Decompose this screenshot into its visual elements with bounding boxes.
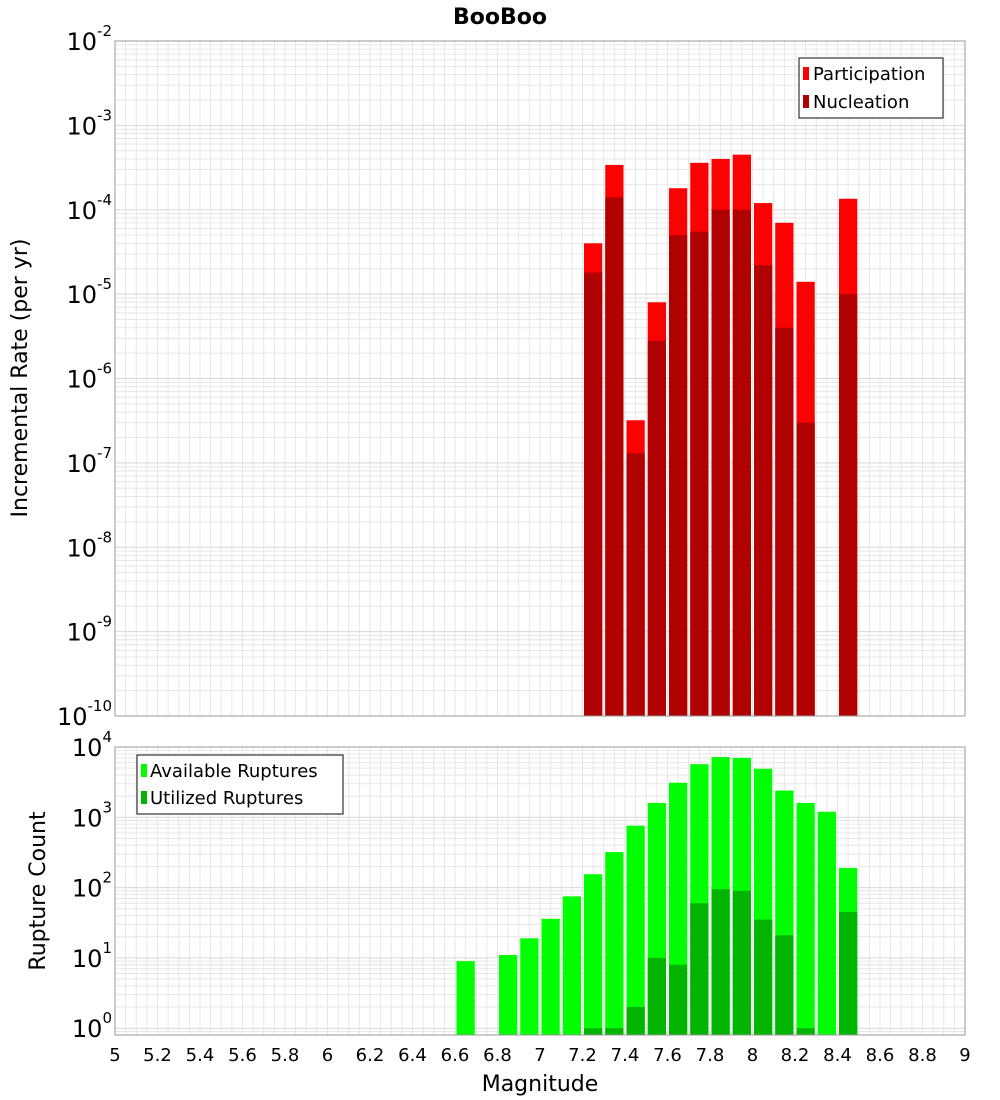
utilized-ruptures-bar [669, 964, 688, 1035]
bottom-bars [456, 757, 858, 1035]
available-ruptures-bar [562, 896, 581, 1035]
top-y-tick-label: 10-2 [66, 22, 112, 56]
x-tick-label: 5.4 [186, 1045, 215, 1066]
bottom-panel: 100 101 102 103 104 5 5.2 5.4 5.6 5.8 6 6.2 6.4 6.6 6… [26, 728, 971, 1097]
top-y-tick-label: 10-4 [66, 191, 112, 225]
bottom-y-tick-label: 100 [72, 1009, 112, 1043]
bottom-y-ticks: 100 101 102 103 104 [72, 728, 112, 1043]
available-ruptures-bar [456, 961, 475, 1035]
bottom-y-tick-label: 102 [72, 869, 112, 903]
top-y-ticks: 10-10 10-9 10-8 10-7 10-6 10-5 10-4 10-3 10-2 [57, 22, 112, 731]
utilized-ruptures-bar [711, 889, 730, 1035]
legend-swatch-available [141, 764, 147, 777]
x-tick-label: 5 [109, 1045, 120, 1066]
x-tick-label: 6.2 [356, 1045, 385, 1066]
legend-label-available: Available Ruptures [150, 761, 318, 782]
nucleation-bar [669, 235, 688, 716]
x-tick-label: 8.2 [781, 1045, 810, 1066]
utilized-ruptures-bar [647, 957, 666, 1035]
top-y-tick-label: 10-10 [57, 697, 112, 731]
available-ruptures-bar [499, 954, 518, 1035]
nucleation-bar [584, 272, 603, 716]
utilized-ruptures-bar [605, 1028, 624, 1035]
x-axis-label: Magnitude [482, 1072, 599, 1097]
nucleation-bar [605, 197, 624, 717]
x-tick-label: 5.8 [271, 1045, 300, 1066]
available-ruptures-bar [605, 852, 624, 1035]
top-plot-border [114, 40, 966, 717]
nucleation-bar [732, 209, 751, 716]
utilized-ruptures-bar [626, 1007, 645, 1035]
bottom-y-tick-label: 104 [72, 728, 112, 762]
top-bars [584, 154, 858, 717]
legend-swatch-nucleation [803, 95, 809, 108]
top-y-tick-label: 10-3 [66, 106, 112, 140]
utilized-ruptures-bar [690, 903, 709, 1035]
nucleation-bar [711, 209, 730, 716]
x-tick-label: 8.6 [866, 1045, 895, 1066]
x-tick-label: 8.4 [823, 1045, 852, 1066]
top-grid [114, 40, 966, 717]
x-tick-label: 6.4 [398, 1045, 427, 1066]
x-tick-label: 6.8 [483, 1045, 512, 1066]
top-y-tick-label: 10-8 [66, 528, 112, 562]
available-ruptures-bar [541, 918, 560, 1035]
utilized-ruptures-bar [732, 890, 751, 1035]
x-tick-label: 8.8 [908, 1045, 937, 1066]
legend-label-utilized: Utilized Ruptures [150, 788, 303, 809]
x-tick-label: 7.2 [568, 1045, 597, 1066]
legend-swatch-participation [803, 67, 809, 80]
legend-label-nucleation: Nucleation [813, 92, 909, 113]
utilized-ruptures-bar [754, 919, 773, 1035]
utilized-ruptures-bar [775, 935, 794, 1035]
nucleation-bar [647, 340, 666, 716]
bottom-y-tick-label: 103 [72, 798, 112, 832]
available-ruptures-bar [796, 802, 815, 1035]
top-y-tick-label: 10-9 [66, 613, 112, 647]
nucleation-bar [796, 422, 815, 716]
top-y-axis-label: Incremental Rate (per yr) [8, 239, 33, 518]
bottom-plot-border [114, 746, 966, 1036]
top-legend-box [798, 57, 944, 119]
x-tick-label: 6.6 [441, 1045, 470, 1066]
nucleation-bar [839, 294, 858, 716]
top-y-tick-label: 10-6 [66, 360, 112, 394]
bottom-y-tick-label: 101 [72, 939, 112, 973]
utilized-ruptures-bar [839, 911, 858, 1035]
x-tick-label: 5.6 [228, 1045, 257, 1066]
available-ruptures-bar [520, 938, 539, 1035]
bottom-legend-box [136, 754, 344, 815]
x-tick-label: 6 [322, 1045, 333, 1066]
legend-label-participation: Participation [813, 64, 925, 85]
x-tick-label: 7.6 [653, 1045, 682, 1066]
x-tick-label: 7.4 [611, 1045, 640, 1066]
bottom-y-axis-label: Rupture Count [26, 811, 51, 971]
available-ruptures-bar [626, 825, 645, 1035]
x-tick-label: 5.2 [143, 1045, 172, 1066]
utilized-ruptures-bar [796, 1028, 815, 1035]
nucleation-bar [754, 265, 773, 716]
bottom-legend: Available Ruptures Utilized Ruptures [136, 754, 344, 815]
top-y-tick-label: 10-7 [66, 444, 112, 478]
nucleation-bar [626, 453, 645, 716]
top-y-tick-label: 10-5 [66, 275, 112, 309]
available-ruptures-bar [817, 811, 836, 1035]
nucleation-bar [775, 327, 794, 716]
legend-swatch-utilized [141, 791, 147, 804]
x-ticks: 5 5.2 5.4 5.6 5.8 6 6.2 6.4 6.6 6.8 7 7.2 7.4 7.6 7.8 8… [109, 1045, 970, 1066]
chart-title: BooBoo [453, 5, 547, 30]
available-ruptures-bar [584, 874, 603, 1035]
x-tick-label: 7 [534, 1045, 545, 1066]
nucleation-bar [690, 231, 709, 716]
top-legend: Participation Nucleation [798, 57, 944, 119]
x-tick-label: 8 [747, 1045, 758, 1066]
x-tick-label: 9 [959, 1045, 970, 1066]
x-tick-label: 7.8 [696, 1045, 725, 1066]
utilized-ruptures-bar [584, 1028, 603, 1035]
top-panel: 10-10 10-9 10-8 10-7 10-6 10-5 10-4 10-3 10-2 In… [8, 22, 966, 731]
